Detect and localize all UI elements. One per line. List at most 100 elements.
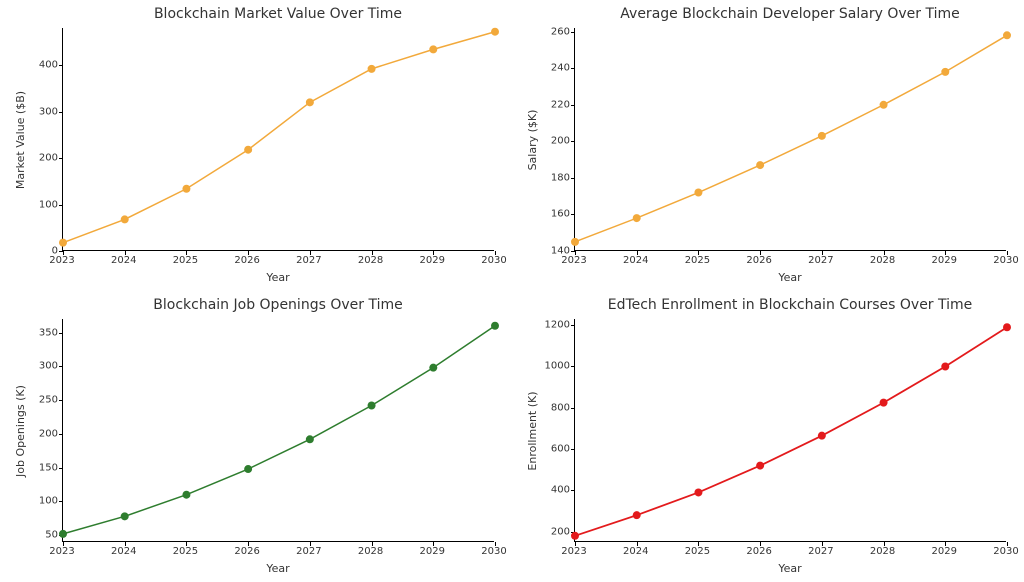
subplot-2: Blockchain Job Openings Over TimeYearJob… [0,291,512,582]
x-tick: 2028 [870,546,895,557]
line-series [63,32,495,243]
plot-area [62,28,494,251]
x-tick: 2028 [358,546,383,557]
y-tick: 220 [532,99,570,110]
data-point [244,465,252,473]
y-tick: 260 [532,26,570,37]
data-point [694,189,702,197]
chart-title: Blockchain Market Value Over Time [62,6,494,22]
y-tick: 0 [20,246,58,257]
data-point [818,432,826,440]
x-tick: 2027 [808,546,833,557]
x-tick: 2024 [623,546,648,557]
subplot-0: Blockchain Market Value Over TimeYearMar… [0,0,512,291]
x-tick: 2030 [481,255,506,266]
x-tick: 2030 [481,546,506,557]
x-axis-label: Year [574,562,1006,575]
x-tick: 2027 [296,255,321,266]
x-tick: 2025 [173,546,198,557]
data-point [1003,323,1011,331]
y-tick: 200 [20,428,58,439]
y-tick: 400 [20,60,58,71]
x-tick: 2029 [932,255,957,266]
x-tick: 2024 [111,255,136,266]
x-tick: 2025 [173,255,198,266]
data-point [571,532,579,540]
y-tick: 50 [20,530,58,541]
data-point [429,364,437,372]
data-point [306,98,314,106]
data-point [880,399,888,407]
y-tick: 400 [532,485,570,496]
data-point [121,215,129,223]
chart-title: Average Blockchain Developer Salary Over… [574,6,1006,22]
data-point [491,28,499,36]
x-tick: 2027 [808,255,833,266]
data-point [59,530,67,538]
x-tick: 2025 [685,546,710,557]
y-tick: 200 [532,136,570,147]
chart-title: Blockchain Job Openings Over Time [62,297,494,313]
y-tick: 300 [20,361,58,372]
x-axis-label: Year [62,271,494,284]
data-point [59,239,67,247]
y-tick: 800 [532,402,570,413]
x-tick: 2023 [49,546,74,557]
y-tick: 100 [20,496,58,507]
x-tick: 2029 [932,546,957,557]
data-point [429,45,437,53]
data-point [633,511,641,519]
y-tick: 200 [532,526,570,537]
data-point [633,214,641,222]
data-point [880,101,888,109]
series-svg [63,28,495,251]
data-point [694,488,702,496]
y-tick: 250 [20,395,58,406]
data-point [491,322,499,330]
data-point [571,238,579,246]
y-tick: 1200 [532,320,570,331]
data-point [941,362,949,370]
x-tick: 2028 [358,255,383,266]
data-point [306,435,314,443]
y-tick: 350 [20,327,58,338]
chart-title: EdTech Enrollment in Blockchain Courses … [574,297,1006,313]
plot-area [62,319,494,542]
y-tick: 600 [532,444,570,455]
x-tick: 2023 [49,255,74,266]
line-series [63,326,495,534]
y-axis-label: Enrollment (K) [526,381,539,481]
data-point [941,68,949,76]
y-tick: 240 [532,63,570,74]
series-svg [63,319,495,542]
data-point [1003,31,1011,39]
x-tick: 2029 [420,255,445,266]
data-point [368,402,376,410]
data-point [121,512,129,520]
x-tick: 2030 [993,255,1018,266]
data-point [182,491,190,499]
x-tick: 2024 [623,255,648,266]
x-axis-label: Year [574,271,1006,284]
x-tick: 2024 [111,546,136,557]
y-tick: 160 [532,209,570,220]
y-tick: 150 [20,462,58,473]
subplot-1: Average Blockchain Developer Salary Over… [512,0,1024,291]
series-svg [575,28,1007,251]
x-tick: 2028 [870,255,895,266]
y-tick: 200 [20,153,58,164]
x-tick: 2023 [561,255,586,266]
x-axis-label: Year [62,562,494,575]
series-svg [575,319,1007,542]
data-point [756,161,764,169]
figure: Blockchain Market Value Over TimeYearMar… [0,0,1024,582]
plot-area [574,28,1006,251]
line-series [575,35,1007,242]
data-point [756,462,764,470]
line-series [575,327,1007,536]
x-tick: 2030 [993,546,1018,557]
data-point [818,132,826,140]
x-tick: 2025 [685,255,710,266]
y-tick: 100 [20,199,58,210]
x-tick: 2026 [746,546,771,557]
